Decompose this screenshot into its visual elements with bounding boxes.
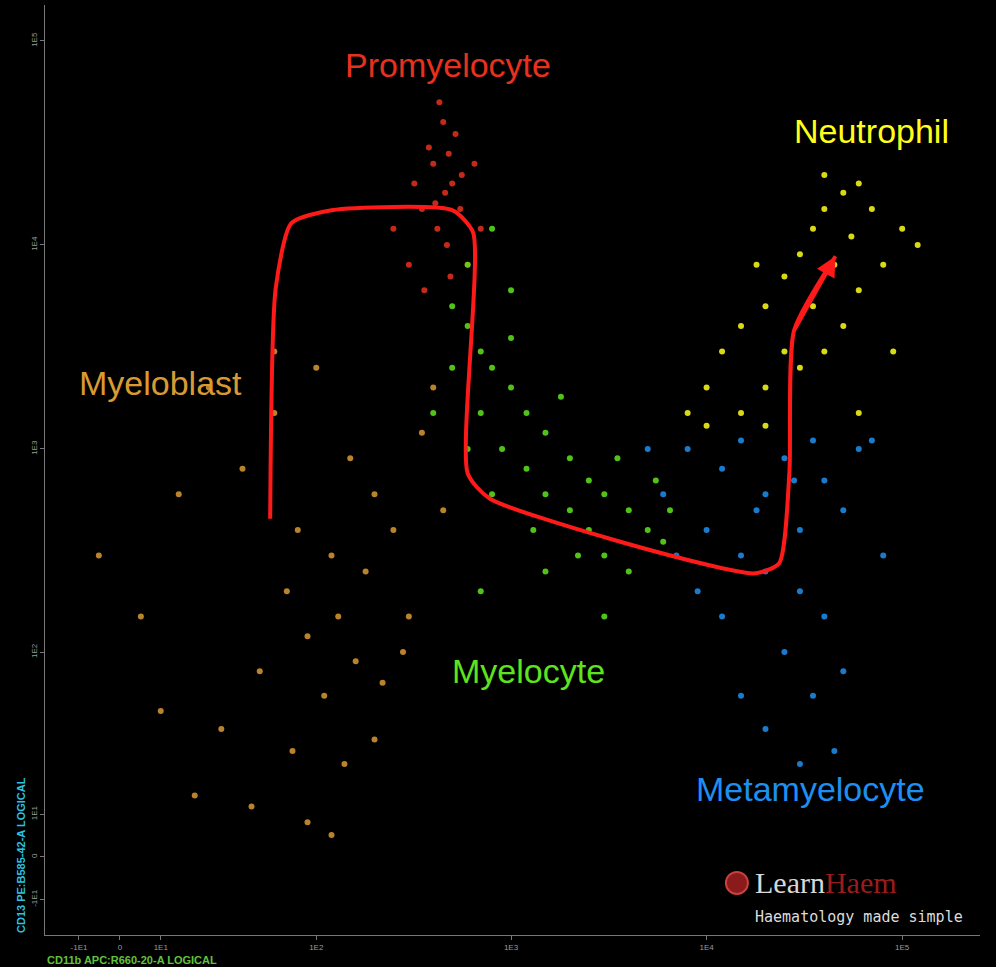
- svg-text:LearnHaem: LearnHaem: [755, 866, 897, 899]
- svg-text:-1E1: -1E1: [30, 889, 39, 906]
- svg-text:1E2: 1E2: [30, 643, 39, 658]
- svg-text:1E4: 1E4: [699, 943, 714, 952]
- svg-text:Neutrophil: Neutrophil: [794, 112, 949, 150]
- svg-text:CD13 PE:B585-42-A LOGICAL: CD13 PE:B585-42-A LOGICAL: [15, 777, 27, 933]
- svg-text:1E1: 1E1: [154, 943, 169, 952]
- svg-text:1E1: 1E1: [30, 805, 39, 820]
- svg-text:-1E1: -1E1: [71, 943, 88, 952]
- svg-text:Promyelocyte: Promyelocyte: [345, 46, 551, 84]
- svg-text:1E4: 1E4: [30, 236, 39, 251]
- svg-text:Haematology made simple: Haematology made simple: [755, 908, 963, 926]
- svg-text:1E2: 1E2: [309, 943, 324, 952]
- svg-text:0: 0: [30, 853, 39, 858]
- svg-text:Myelocyte: Myelocyte: [452, 652, 605, 690]
- svg-text:CD11b APC:R660-20-A LOGICAL: CD11b APC:R660-20-A LOGICAL: [47, 954, 217, 966]
- svg-text:Metamyelocyte: Metamyelocyte: [696, 770, 925, 808]
- svg-text:1E5: 1E5: [895, 943, 910, 952]
- svg-text:0: 0: [118, 943, 123, 952]
- svg-text:1E3: 1E3: [30, 440, 39, 455]
- svg-text:Myeloblast: Myeloblast: [79, 364, 242, 402]
- svg-text:1E5: 1E5: [30, 32, 39, 47]
- svg-text:1E3: 1E3: [504, 943, 519, 952]
